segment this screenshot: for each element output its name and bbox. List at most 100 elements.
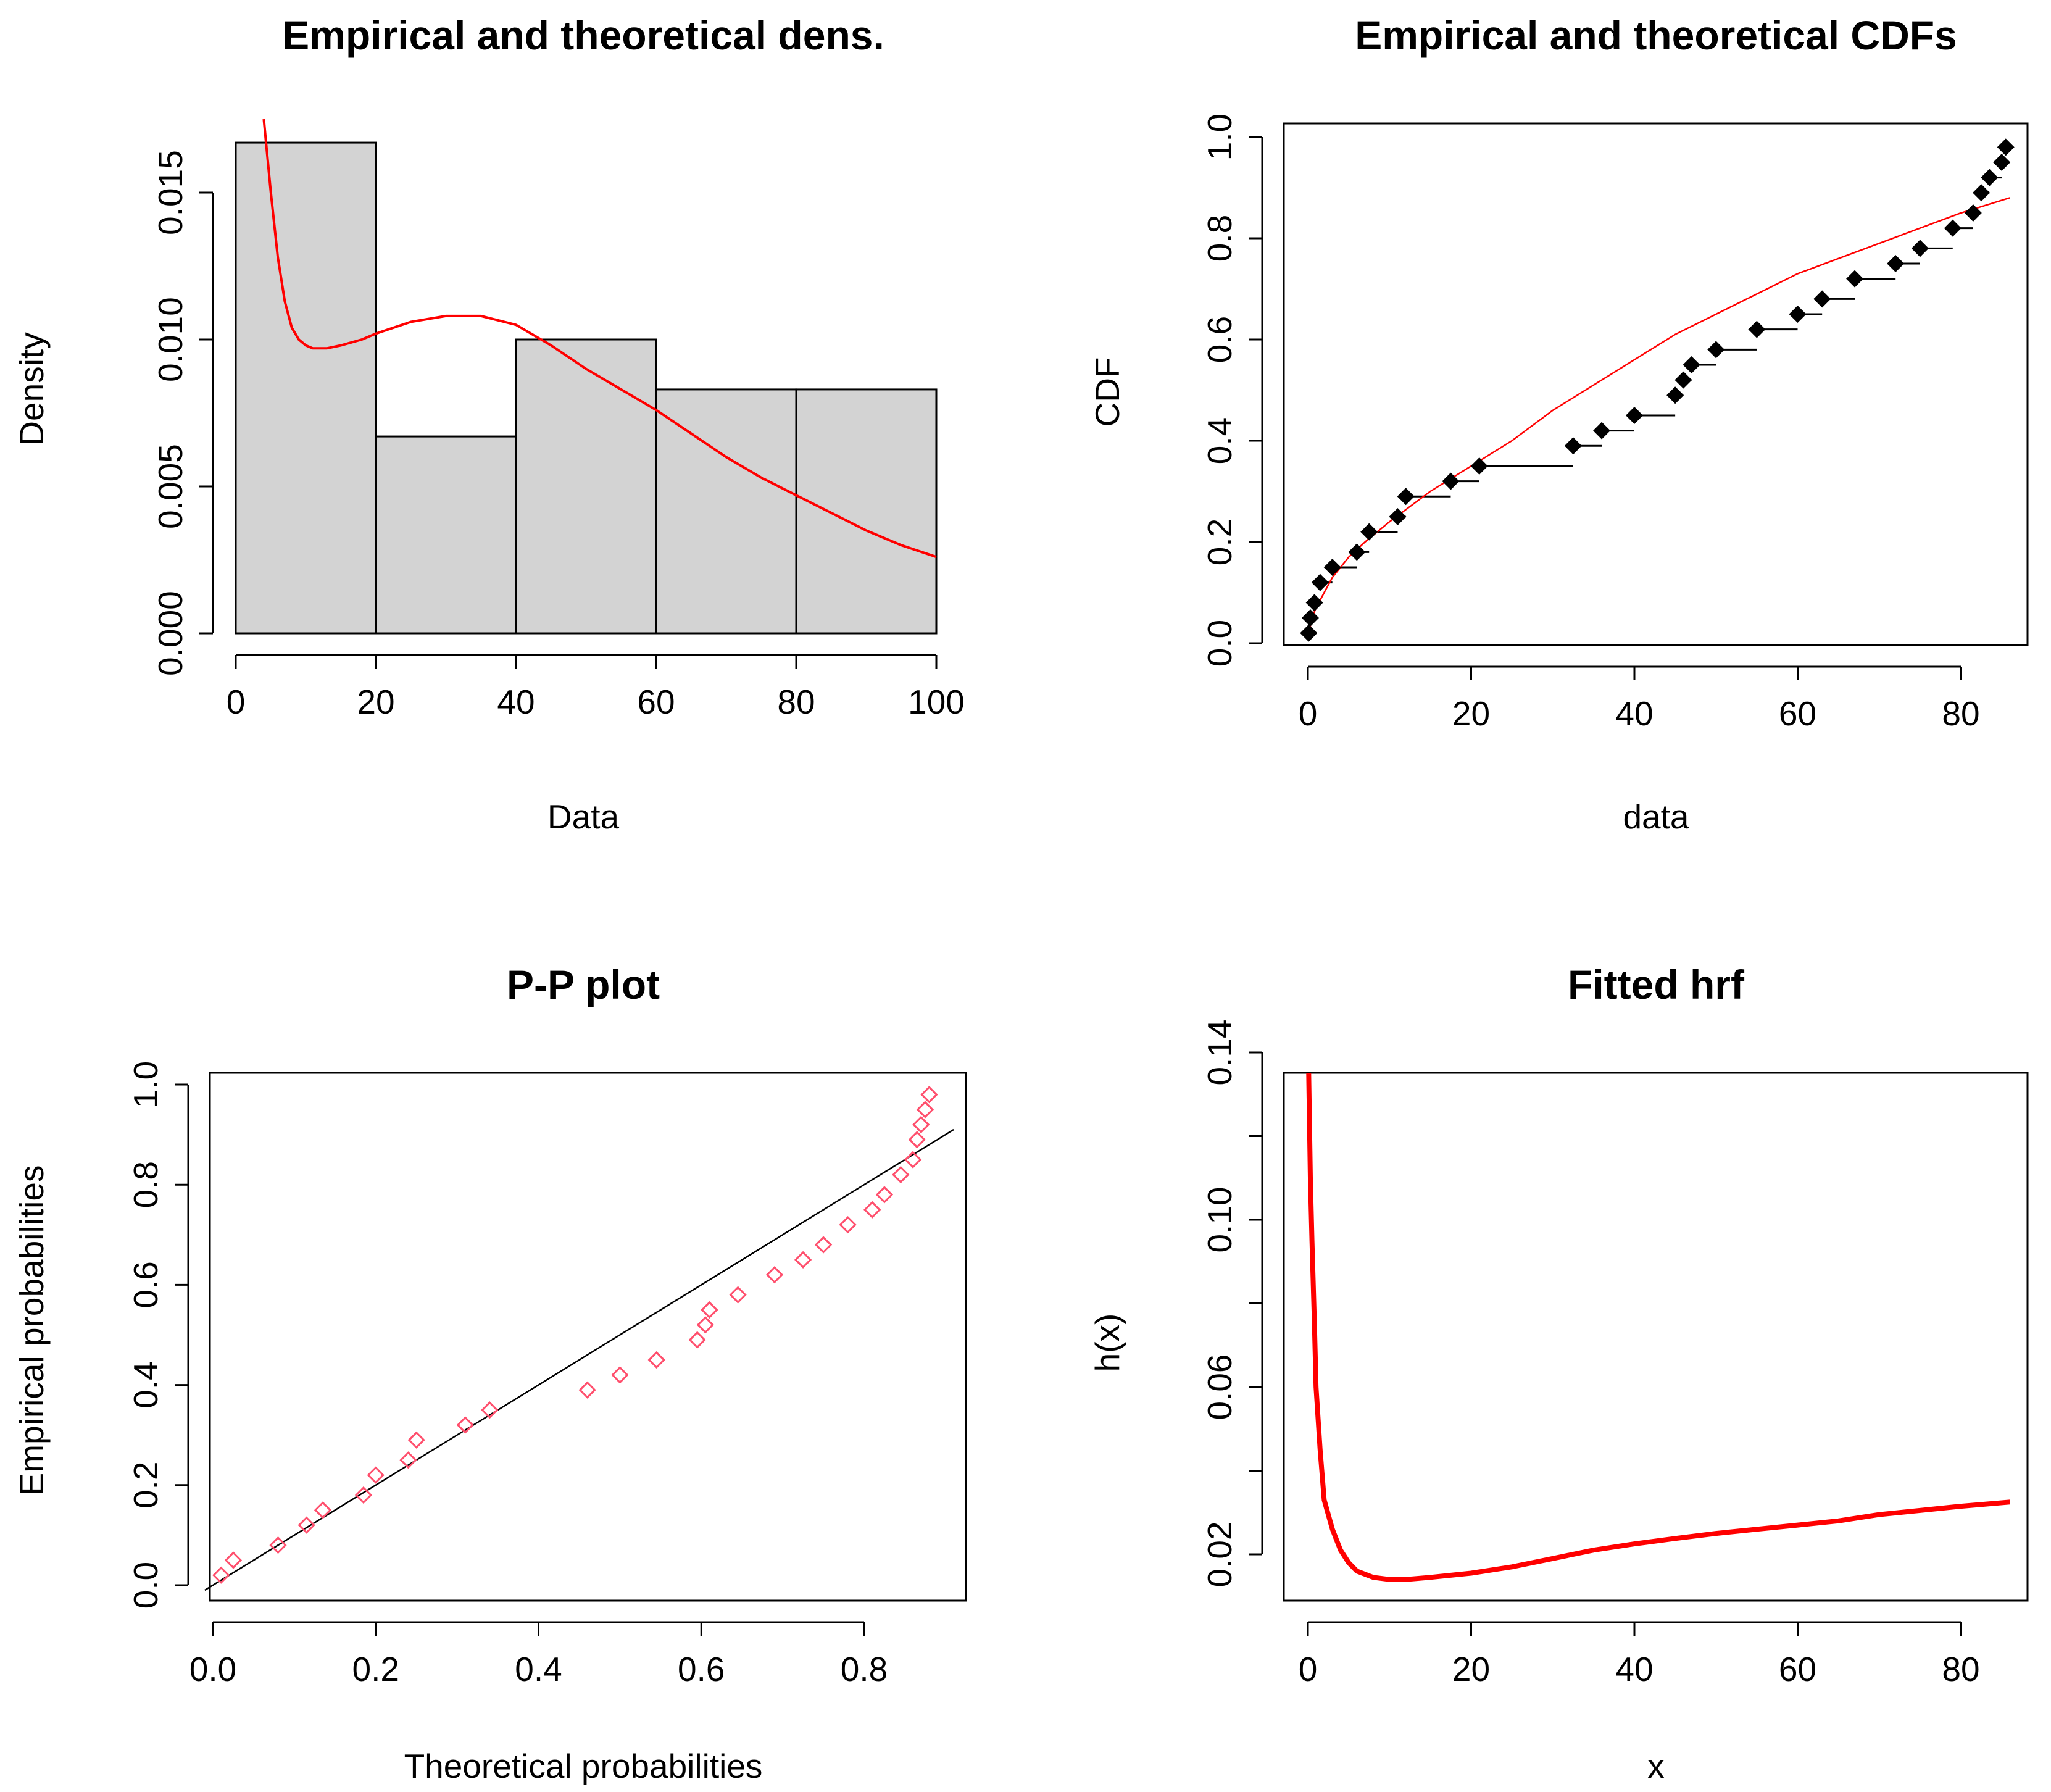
pp-point xyxy=(481,1401,499,1419)
x-tick-label: 60 xyxy=(1779,1650,1816,1688)
y-tick-label: 0.005 xyxy=(151,444,189,529)
cdf-empirical-point xyxy=(1300,624,1318,642)
y-tick-label: 0.14 xyxy=(1200,1019,1239,1085)
pp-point xyxy=(269,1536,287,1554)
pp-reference-line xyxy=(204,1128,954,1591)
cdf-empirical-point xyxy=(1593,422,1611,440)
y-tick-label: 0.02 xyxy=(1200,1521,1239,1587)
cdf-title: Empirical and theoretical CDFs xyxy=(1355,12,1957,58)
hrf-ylabel: h(x) xyxy=(1088,1314,1126,1372)
cdf-empirical-point xyxy=(1305,594,1323,612)
histogram-bar xyxy=(655,388,797,635)
pp-point xyxy=(875,1186,894,1204)
pp-point xyxy=(696,1316,714,1334)
pp-point xyxy=(456,1416,474,1434)
y-tick-label: 0.4 xyxy=(1200,417,1239,464)
histogram-bar xyxy=(795,388,938,635)
cdf-curve-group xyxy=(1307,197,2010,639)
hrf-plot-frame xyxy=(1283,1072,2029,1602)
density-axes: 0 20 40 60 80 100 0.000 0.005 0.010 0.015 xyxy=(151,150,965,721)
pp-title: P-P plot xyxy=(507,962,660,1007)
y-tick-label: 0.10 xyxy=(1200,1186,1239,1252)
hrf-curve xyxy=(1306,1073,2010,1582)
x-tick-label: 20 xyxy=(1452,1650,1490,1688)
pp-point xyxy=(578,1381,596,1399)
x-tick-label: 0.0 xyxy=(189,1650,236,1688)
cdf-empirical-point xyxy=(1997,138,2015,156)
pp-point xyxy=(729,1286,747,1304)
cdf-points xyxy=(1300,138,2015,642)
hrf-title: Fitted hrf xyxy=(1568,962,1745,1007)
cdf-theoretical-curve xyxy=(1307,197,2010,639)
y-tick-label: 0.015 xyxy=(151,150,189,235)
x-tick-label: 80 xyxy=(1942,1650,1979,1688)
density-curve-group xyxy=(262,119,937,559)
hrf-panel: Fitted hrf x h(x) 0 20 40 60 800.020.060.100… xyxy=(1088,962,2029,1785)
pp-point xyxy=(920,1086,938,1104)
cdf-empirical-point xyxy=(1748,320,1766,338)
cdf-empirical-point xyxy=(1666,386,1684,404)
cdf-empirical-point xyxy=(1707,341,1725,359)
pp-point xyxy=(367,1466,385,1484)
pp-point xyxy=(224,1551,243,1569)
cdf-empirical-point xyxy=(1789,306,1807,323)
x-tick-label: 40 xyxy=(1615,1650,1653,1688)
x-tick-label: 40 xyxy=(1615,694,1653,733)
pp-plot-frame xyxy=(209,1072,967,1602)
pp-point xyxy=(908,1131,926,1149)
y-tick-label: 0.2 xyxy=(127,1462,165,1509)
x-tick-label: 0.4 xyxy=(515,1650,562,1688)
y-tick-label: 0.2 xyxy=(1200,519,1239,565)
y-tick-label: 0.0 xyxy=(1200,620,1239,667)
pp-point xyxy=(688,1331,706,1349)
cdf-empirical-point xyxy=(1683,356,1700,373)
cdf-empirical-point xyxy=(1360,523,1378,541)
cdf-empirical-point xyxy=(1674,371,1692,389)
density-xlabel: Data xyxy=(547,798,620,836)
x-tick-label: 80 xyxy=(777,683,815,721)
cdf-empirical-point xyxy=(1964,204,1982,222)
x-tick-label: 0.6 xyxy=(678,1650,725,1688)
pp-point xyxy=(297,1516,315,1534)
cdf-plot-frame xyxy=(1283,122,2029,646)
hrf-curve-group xyxy=(1306,1073,2010,1582)
x-tick-label: 100 xyxy=(908,683,965,721)
y-tick-label: 1.0 xyxy=(1200,114,1239,160)
x-tick-label: 60 xyxy=(637,683,675,721)
cdf-empirical-point xyxy=(1470,457,1488,475)
cdf-empirical-point xyxy=(1442,472,1460,490)
pp-point xyxy=(611,1366,629,1384)
cdf-axes: 0 20 40 60 80 0.0 0.2 0.4 0.6 0.8 1.0 xyxy=(1200,114,1980,733)
pp-point xyxy=(212,1566,230,1584)
hrf-axes: 0 20 40 60 80 0.02 0.06 0.10 0.14 xyxy=(1200,1019,1980,1688)
pp-point xyxy=(916,1101,934,1119)
cdf-empirical-point xyxy=(1813,290,1831,308)
y-tick-label: 1.0 xyxy=(127,1061,165,1108)
x-tick-label: 0.8 xyxy=(841,1650,888,1688)
histogram-bar xyxy=(235,141,377,635)
pp-xlabel: Theoretical probabilities xyxy=(404,1747,763,1785)
y-tick-label: 0.8 xyxy=(127,1161,165,1208)
y-tick-label: 0.000 xyxy=(151,591,189,676)
x-tick-label: 80 xyxy=(1942,694,1979,733)
y-tick-label: 0.4 xyxy=(127,1361,165,1408)
pp-point xyxy=(863,1201,881,1219)
pp-points xyxy=(212,1086,938,1584)
cdf-empirical-point xyxy=(1389,508,1407,525)
cdf-empirical-point xyxy=(1564,437,1582,455)
pp-reference-line-group xyxy=(204,1128,954,1591)
y-tick-label: 0.06 xyxy=(1200,1354,1239,1420)
cdf-panel: Empirical and theoretical CDFs data CDF … xyxy=(1088,12,2029,836)
y-tick-label: 0.010 xyxy=(151,297,189,382)
cdf-empirical-point xyxy=(1981,169,1999,186)
pp-point xyxy=(892,1165,910,1184)
cdf-empirical-point xyxy=(1301,609,1319,627)
cdf-empirical-point xyxy=(1911,240,1929,257)
x-tick-label: 0.2 xyxy=(352,1650,399,1688)
pp-point xyxy=(814,1236,833,1254)
hrf-xlabel: x xyxy=(1647,1747,1665,1785)
cdf-empirical-point xyxy=(1887,255,1905,272)
x-tick-label: 20 xyxy=(1452,694,1490,733)
pp-point xyxy=(314,1501,332,1519)
